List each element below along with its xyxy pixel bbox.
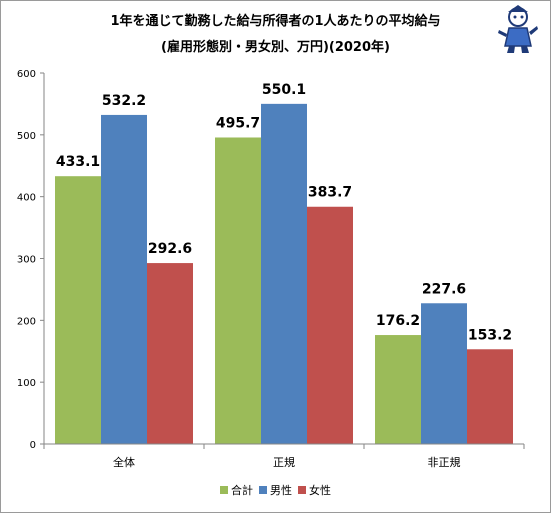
bar-男性-非正規 [421, 303, 467, 444]
x-axis-ticks: 全体 正規 非正規 [43, 444, 525, 469]
legend-item: 合計 [220, 482, 253, 498]
bar-合計-非正規 [375, 335, 421, 444]
legend: 合計 男性 女性 [0, 482, 551, 498]
chart-title: 1年を通じて勤務した給与所得者の1人あたりの平均給与 [110, 14, 441, 29]
data-label: 153.2 [468, 327, 512, 343]
data-label: 532.2 [102, 93, 146, 109]
bar-女性-正規 [307, 206, 353, 444]
y-tick-label: 600 [17, 69, 36, 80]
bar-女性-非正規 [467, 349, 513, 444]
data-label: 383.7 [308, 185, 352, 201]
y-axis-ticks: 0 100 200 300 400 500 600 [17, 69, 44, 451]
bars-layer [55, 103, 513, 445]
x-category-label: 全体 [113, 455, 135, 469]
mascot-illustration [498, 5, 538, 53]
legend-swatch [220, 486, 228, 494]
legend-label: 女性 [309, 484, 331, 497]
y-tick-label: 100 [17, 378, 36, 389]
bar-男性-全体 [101, 114, 147, 444]
data-label: 495.7 [216, 115, 260, 131]
bar-合計-正規 [215, 137, 261, 444]
bar-女性-全体 [147, 263, 193, 444]
x-category-label: 正規 [273, 455, 295, 469]
legend-swatch [259, 486, 267, 494]
chart-subtitle: (雇用形態別・男女別、万円)(2020年) [161, 40, 390, 55]
y-tick-label: 200 [17, 316, 36, 327]
y-tick-label: 0 [30, 440, 36, 451]
legend-item: 男性 [259, 482, 292, 498]
y-tick-label: 300 [17, 255, 36, 266]
data-labels-layer: 433.1 495.7 176.2 532.2 550.1 227.6 292.6 383.7… [56, 82, 512, 343]
data-label: 550.1 [262, 82, 306, 98]
y-tick-label: 400 [17, 193, 36, 204]
data-label: 433.1 [56, 154, 100, 170]
legend-label: 合計 [231, 484, 253, 497]
bar-合計-全体 [55, 176, 101, 444]
legend-swatch [298, 486, 306, 494]
y-tick-label: 500 [17, 131, 36, 142]
x-category-label: 非正規 [428, 455, 461, 469]
data-label: 292.6 [148, 241, 192, 257]
data-label: 176.2 [376, 313, 420, 329]
bar-男性-正規 [261, 103, 307, 445]
legend-label: 男性 [270, 484, 292, 497]
legend-item: 女性 [298, 482, 331, 498]
data-label: 227.6 [422, 281, 466, 297]
